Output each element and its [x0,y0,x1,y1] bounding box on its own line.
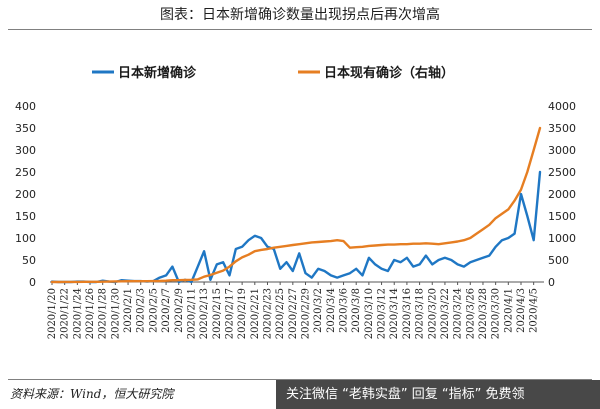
legend-label-active-cases: 日本现有确诊（右轴） [324,65,454,81]
source-note: 资料来源：Wind，恒大研究院 [10,387,174,401]
x-tick-label: 2020/3/16 [402,288,413,339]
x-tick-label: 2020/3/4 [326,288,337,333]
x-tick-label: 2020/2/5 [148,288,159,333]
y-right-tick-label: 1500 [548,210,576,223]
x-tick-label: 2020/2/13 [199,288,210,339]
x-tick-label: 2020/2/17 [224,288,235,339]
x-tick-label: 2020/1/30 [110,288,121,339]
x-tick-label: 2020/3/10 [364,288,375,339]
x-tick-label: 2020/3/18 [415,288,426,339]
x-tick-label: 2020/1/22 [60,288,71,339]
x-tick-label: 2020/1/24 [72,288,83,339]
x-tick-label: 2020/2/15 [212,288,223,339]
y-right-tick-label: 2000 [548,188,576,201]
x-tick-label: 2020/2/27 [288,288,299,339]
x-tick-label: 2020/1/26 [85,288,96,339]
x-tick-label: 2020/3/12 [377,288,388,339]
x-tick-label: 2020/3/20 [427,288,438,339]
x-tick-label: 2020/3/24 [453,288,464,339]
y-right-tick-label: 3500 [548,122,576,135]
y-left-tick-label: 100 [15,232,36,245]
x-tick-label: 2020/1/28 [98,288,109,339]
line-chart: 日本新增确诊 日本现有确诊（右轴） 0 50 100 150 200 250 300 350 4… [15,65,576,339]
series-line-new-cases [50,170,542,284]
x-tick-label: 2020/3/14 [389,288,400,339]
x-tick-label: 2020/2/1 [123,288,134,333]
x-tick-label: 2020/3/8 [351,288,362,333]
y-left-tick-label: 350 [15,122,36,135]
legend-label-new-cases: 日本新增确诊 [118,65,197,81]
y-left-tick-label: 150 [15,210,36,223]
y-right-tick-label: 4000 [548,100,576,113]
source-divider [8,379,592,380]
y-left-tick-label: 200 [15,188,36,201]
x-tick-label: 2020/3/26 [465,288,476,339]
x-tick-label: 2020/4/5 [529,288,540,333]
x-tick-label: 2020/2/3 [136,288,147,333]
promo-banner: 关注微信 “老韩实盘” 回复 “指标” 免费领 [276,380,600,409]
x-tick-label: 2020/2/19 [237,288,248,339]
series-layer [50,126,542,284]
series-line-active-cases [50,126,542,284]
x-tick-label: 2020/3/30 [491,288,502,339]
x-tick-label: 2020/2/9 [174,288,185,333]
x-tick-label: 2020/3/28 [478,288,489,339]
y-right-tick-label: 2500 [548,166,576,179]
x-tick-label: 2020/4/3 [516,288,527,333]
y-left-tick-label: 0 [29,276,36,289]
x-tick-label: 2020/3/6 [339,288,350,333]
x-tick-label: 2020/3/22 [440,288,451,339]
y-left-tick-label: 50 [22,254,36,267]
x-tick-label: 2020/2/11 [186,288,197,339]
y-right-tick-label: 1000 [548,232,576,245]
legend: 日本新增确诊 日本现有确诊（右轴） [92,65,454,81]
x-tick-label: 2020/2/25 [275,288,286,339]
x-tick-label: 2020/1/20 [47,288,58,339]
chart-title: 图表：日本新增确诊数量出现拐点后再次增高 [160,7,440,23]
title-divider [8,29,592,30]
x-tick-label: 2020/2/23 [262,288,273,339]
x-tick-label: 2020/3/2 [313,288,324,333]
y-right-tick-label: 500 [548,254,569,267]
x-tick-label: 2020/2/21 [250,288,261,339]
y-axis-left: 0 50 100 150 200 250 300 350 400 [15,100,36,289]
y-left-tick-label: 250 [15,166,36,179]
y-right-tick-label: 3000 [548,144,576,157]
y-axis-right: 0 500 1000 1500 2000 2500 3000 3500 4000 [548,100,576,289]
x-tick-label: 2020/2/7 [161,288,172,333]
y-right-tick-label: 0 [548,276,555,289]
x-axis: 2020/1/20 2020/1/22 2020/1/24 2020/1/26 2020… [47,282,540,339]
x-tick-label: 2020/4/1 [503,288,514,333]
y-left-tick-label: 300 [15,144,36,157]
x-tick-label: 2020/2/29 [301,288,312,339]
y-left-tick-label: 400 [15,100,36,113]
